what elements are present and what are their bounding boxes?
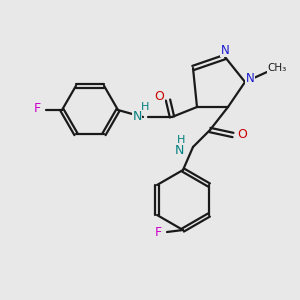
Text: F: F [33,103,40,116]
Text: N: N [132,110,142,122]
Text: F: F [154,226,162,239]
Text: N: N [220,44,230,56]
Text: N: N [246,73,254,85]
Text: H: H [177,135,185,145]
Text: O: O [154,91,164,103]
Text: N: N [174,143,184,157]
Text: CH₃: CH₃ [267,63,286,73]
Text: O: O [237,128,247,142]
Text: H: H [141,102,149,112]
